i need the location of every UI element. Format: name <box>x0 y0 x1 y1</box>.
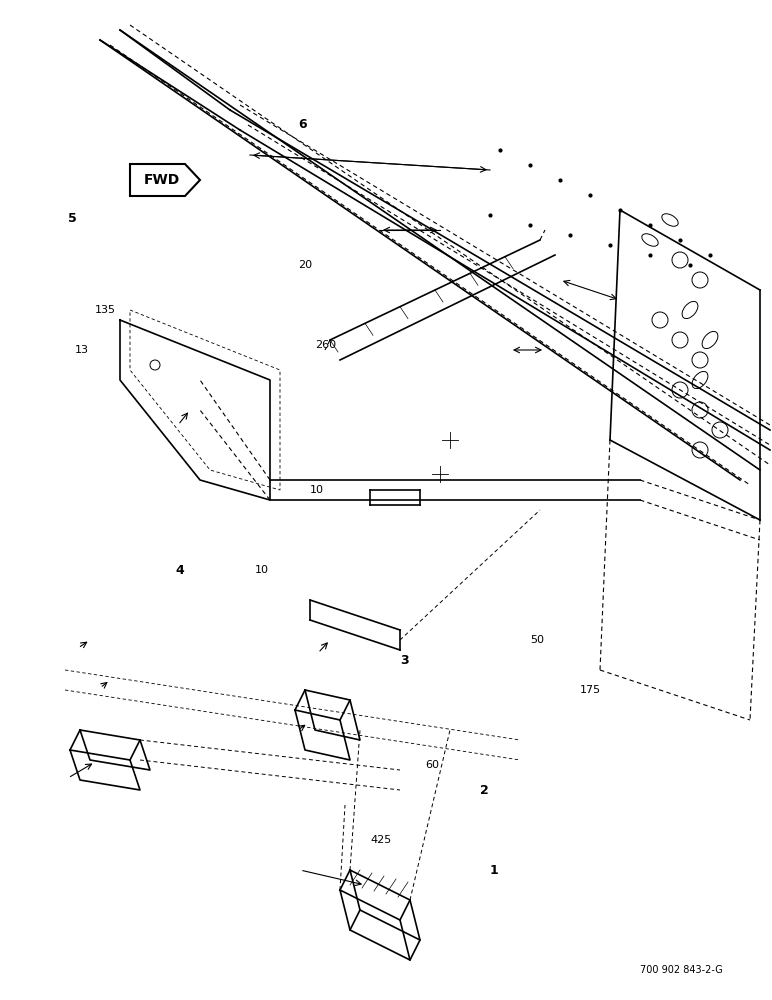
Text: 135: 135 <box>95 305 116 315</box>
Text: 6: 6 <box>298 118 306 131</box>
Text: 700 902 843-2-G: 700 902 843-2-G <box>640 965 723 975</box>
Text: 1: 1 <box>490 863 499 876</box>
Text: 4: 4 <box>175 564 184 576</box>
Text: 60: 60 <box>425 760 439 770</box>
Text: 260: 260 <box>315 340 336 350</box>
Text: 50: 50 <box>530 635 544 645</box>
Text: 5: 5 <box>68 212 76 225</box>
Text: 2: 2 <box>480 784 489 796</box>
Text: 175: 175 <box>580 685 601 695</box>
Text: 10: 10 <box>255 565 269 575</box>
Text: 425: 425 <box>370 835 391 845</box>
Text: 10: 10 <box>310 485 324 495</box>
Text: 13: 13 <box>75 345 89 355</box>
Text: 3: 3 <box>400 654 408 666</box>
Text: FWD: FWD <box>144 173 180 187</box>
Text: 20: 20 <box>298 260 312 270</box>
